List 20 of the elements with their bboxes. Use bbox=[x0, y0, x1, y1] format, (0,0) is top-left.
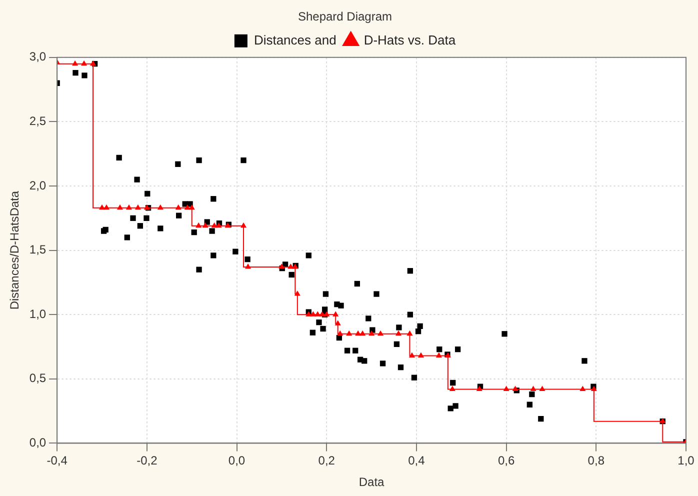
x-tick-label: 0,6 bbox=[498, 454, 515, 468]
x-tick-label: 0,8 bbox=[588, 454, 605, 468]
x-axis-title: Data bbox=[358, 475, 385, 490]
y-tick-label: 2,5 bbox=[29, 114, 46, 128]
legend-label: Distances and bbox=[254, 32, 336, 48]
x-tick-label: -0,2 bbox=[136, 454, 158, 468]
legend-label: D-Hats vs. Data bbox=[364, 32, 456, 48]
x-tick-label: 0,4 bbox=[408, 454, 426, 468]
chart-title: Shepard Diagram bbox=[298, 10, 392, 24]
y-axis-title: Distances/D-HatsData bbox=[8, 190, 22, 310]
y-tick-label: 2,0 bbox=[29, 178, 46, 192]
y-tick-label: 0,0 bbox=[29, 436, 46, 450]
y-tick-label: 3,0 bbox=[29, 50, 46, 64]
y-tick-label: 1,0 bbox=[29, 306, 46, 321]
x-tick-label: -0,4 bbox=[46, 454, 68, 468]
y-tick-label: 1,5 bbox=[29, 242, 46, 257]
y-tick-label: 0,5 bbox=[29, 371, 46, 386]
x-tick-label: 0,2 bbox=[318, 454, 336, 468]
x-tick-label: 0,0 bbox=[228, 454, 246, 468]
x-tick-label: 1,0 bbox=[678, 454, 695, 468]
